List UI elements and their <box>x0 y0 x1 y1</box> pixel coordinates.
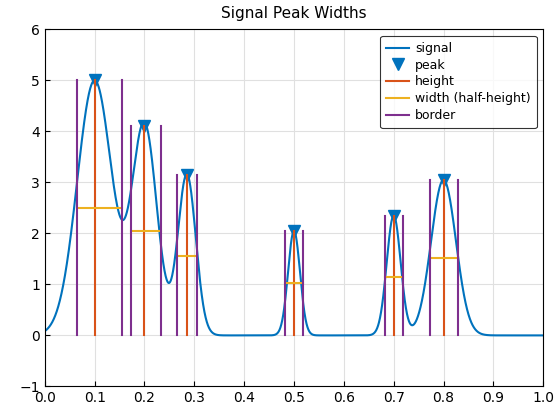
border <box>74 333 81 338</box>
signal <box>451 228 458 234</box>
signal <box>232 333 239 338</box>
peak <box>440 177 447 182</box>
signal <box>340 333 347 338</box>
Legend: signal, peak, height, width (half-height), border: signal, peak, height, width (half-height… <box>380 36 537 128</box>
peak <box>291 228 297 234</box>
height <box>91 333 98 338</box>
border <box>74 78 81 83</box>
peak <box>141 124 148 129</box>
signal <box>132 156 139 161</box>
Line: peak: peak <box>89 75 449 236</box>
peak <box>390 213 397 218</box>
peak <box>91 78 98 83</box>
signal <box>413 317 420 322</box>
height <box>91 78 98 83</box>
width (half-height) <box>74 205 81 210</box>
peak <box>184 172 190 177</box>
signal <box>41 328 48 333</box>
width (half-height) <box>119 205 125 210</box>
Line: signal: signal <box>45 80 543 336</box>
Title: Signal Peak Widths: Signal Peak Widths <box>221 6 367 21</box>
signal <box>366 333 372 338</box>
signal <box>91 78 98 83</box>
signal <box>540 333 547 338</box>
